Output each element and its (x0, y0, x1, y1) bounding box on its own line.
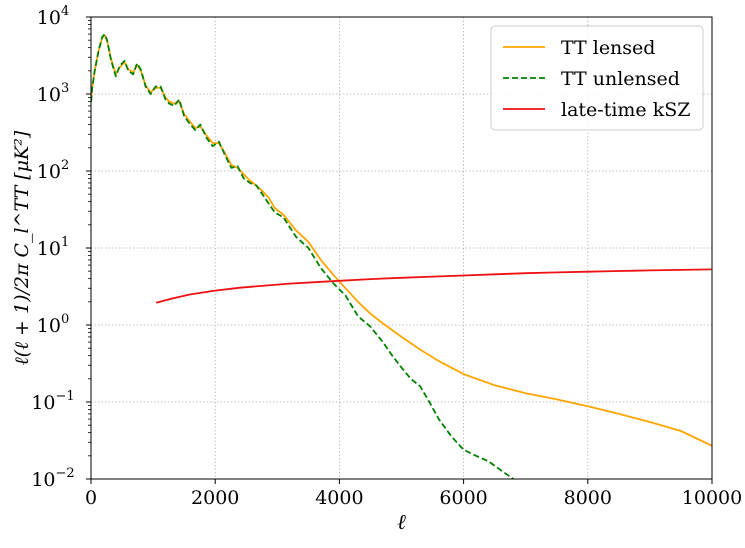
legend-box (490, 25, 704, 131)
legend-label-1: TT lensed (561, 37, 655, 59)
y-axis-label: ℓ(ℓ + 1)/2π C_l^TT [μK²] (11, 130, 33, 365)
x-tick-label: 2000 (191, 487, 239, 509)
legend-label-3: late-time kSZ (561, 99, 690, 121)
label-layer: 0 2000 4000 6000 8000 10000 10−2 10−1 100 101 102 1… (11, 4, 742, 534)
series-line-2 (91, 33, 514, 479)
tick-layer (86, 16, 713, 484)
x-tick-label: 6000 (439, 487, 487, 509)
series-line-3 (155, 268, 712, 304)
y-tick-label: 102 (37, 158, 69, 183)
x-tick-label: 8000 (564, 487, 612, 509)
y-tick-label: 101 (37, 235, 69, 260)
y-tick-label: 10−2 (31, 466, 74, 491)
x-tick-label: 4000 (315, 487, 363, 509)
legend: TT lensed TT unlensed late-time kSZ (490, 25, 704, 131)
y-tick-label: 10−1 (31, 389, 74, 414)
y-tick-label: 103 (37, 81, 69, 106)
y-tick-label: 104 (37, 4, 69, 29)
x-axis-label: ℓ (397, 510, 406, 534)
series-layer (91, 33, 712, 479)
y-tick-label: 100 (37, 312, 69, 337)
legend-label-2: TT unlensed (561, 68, 680, 90)
x-tick-label: 0 (85, 487, 97, 509)
x-tick-label: 10000 (682, 487, 742, 509)
